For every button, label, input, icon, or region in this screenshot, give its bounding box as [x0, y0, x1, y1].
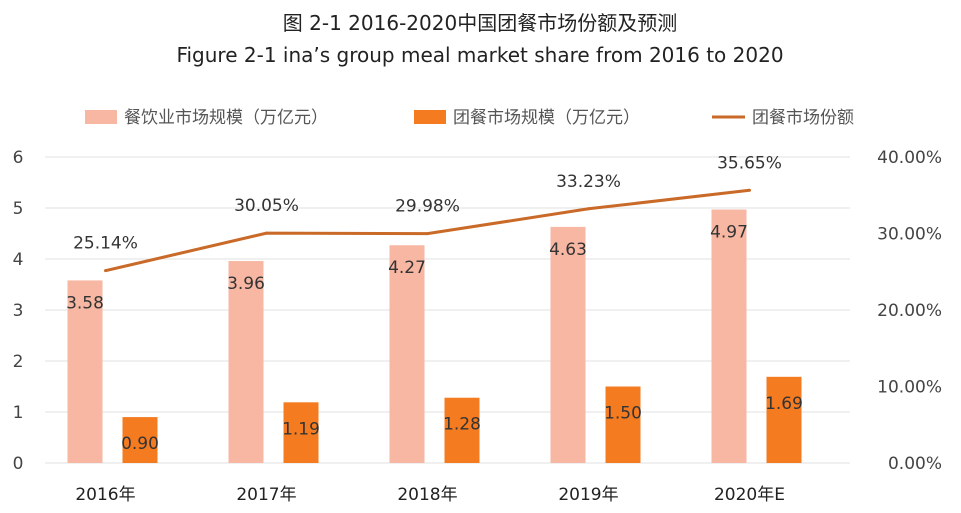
point-group-meal-share: [265, 231, 268, 235]
x-category-label: 2018年: [397, 485, 457, 505]
y-left-tick-label: 0: [13, 454, 24, 474]
data-label-restaurant-market: 3.96: [227, 274, 265, 294]
y-left-tick-label: 1: [13, 403, 24, 423]
x-category-label: 2019年: [558, 485, 618, 505]
bar-group-meal-market: [283, 402, 319, 463]
bar-group-meal-market: [605, 386, 641, 463]
plot-area: 0 1 2 3 4 5 6 0.00% 10.00% 20.00% 30.00% 40.00% 3.58…: [13, 148, 942, 505]
x-category-label: 2017年: [236, 485, 296, 505]
bar-restaurant-market: [389, 245, 425, 463]
data-label-group-meal-market: 1.28: [443, 415, 481, 435]
legend-label-group-meal-market: 团餐市场规模（万亿元）: [453, 108, 640, 128]
data-label-group-meal-share: 30.05%: [234, 196, 299, 216]
bar-group-meal-market: [444, 397, 480, 463]
bar-group-meal-market: [122, 417, 158, 463]
data-label-group-meal-market: 1.69: [765, 394, 803, 414]
point-group-meal-share: [748, 188, 751, 192]
data-label-restaurant-market: 4.97: [710, 223, 748, 243]
legend-label-restaurant-market: 餐饮业市场规模（万亿元）: [124, 108, 328, 128]
y-right-tick-label: 10.00%: [877, 378, 942, 398]
y-right-tick-label: 20.00%: [877, 301, 942, 321]
bar-restaurant-market: [711, 209, 747, 463]
y-right-tick-label: 30.00%: [877, 225, 942, 245]
data-label-restaurant-market: 4.27: [388, 258, 426, 278]
chart-legend: 餐饮业市场规模（万亿元） 团餐市场规模（万亿元） 团餐市场份额: [85, 108, 854, 128]
bar-restaurant-market: [67, 280, 103, 463]
bar-restaurant-market: [550, 226, 586, 463]
chart-subtitle: Figure 2-1 ina’s group meal market share…: [176, 43, 783, 67]
y-left-tick-label: 3: [13, 301, 24, 321]
data-label-restaurant-market: 4.63: [549, 240, 587, 260]
y-left-tick-label: 2: [13, 352, 24, 372]
y-right-tick-label: 40.00%: [877, 148, 942, 168]
point-group-meal-share: [587, 207, 590, 211]
legend-label-group-meal-share: 团餐市场份额: [752, 108, 854, 128]
x-category-label: 2020年E: [714, 485, 785, 505]
point-group-meal-share: [104, 269, 107, 273]
legend-swatch-group-meal-market: [414, 110, 446, 124]
data-label-group-meal-share: 25.14%: [73, 234, 138, 254]
bar-group-meal-market: [766, 376, 802, 463]
data-label-group-meal-market: 1.19: [282, 419, 320, 439]
y-left-tick-label: 4: [13, 250, 24, 270]
data-label-group-meal-share: 29.98%: [395, 197, 460, 217]
y-left-tick-label: 5: [13, 199, 24, 219]
chart-title: 图 2-1 2016-2020中国团餐市场份额及预测: [283, 11, 677, 35]
data-label-group-meal-share: 35.65%: [717, 153, 782, 173]
y-right-tick-label: 0.00%: [888, 454, 942, 474]
bar-restaurant-market: [228, 261, 264, 463]
data-label-group-meal-market: 1.50: [604, 404, 642, 424]
x-category-label: 2016年: [75, 485, 135, 505]
legend-swatch-restaurant-market: [85, 110, 117, 124]
data-label-group-meal-share: 33.23%: [556, 172, 621, 192]
data-label-group-meal-market: 0.90: [121, 434, 159, 454]
point-group-meal-share: [426, 232, 429, 236]
y-left-tick-label: 6: [13, 148, 24, 168]
data-label-restaurant-market: 3.58: [66, 293, 104, 313]
